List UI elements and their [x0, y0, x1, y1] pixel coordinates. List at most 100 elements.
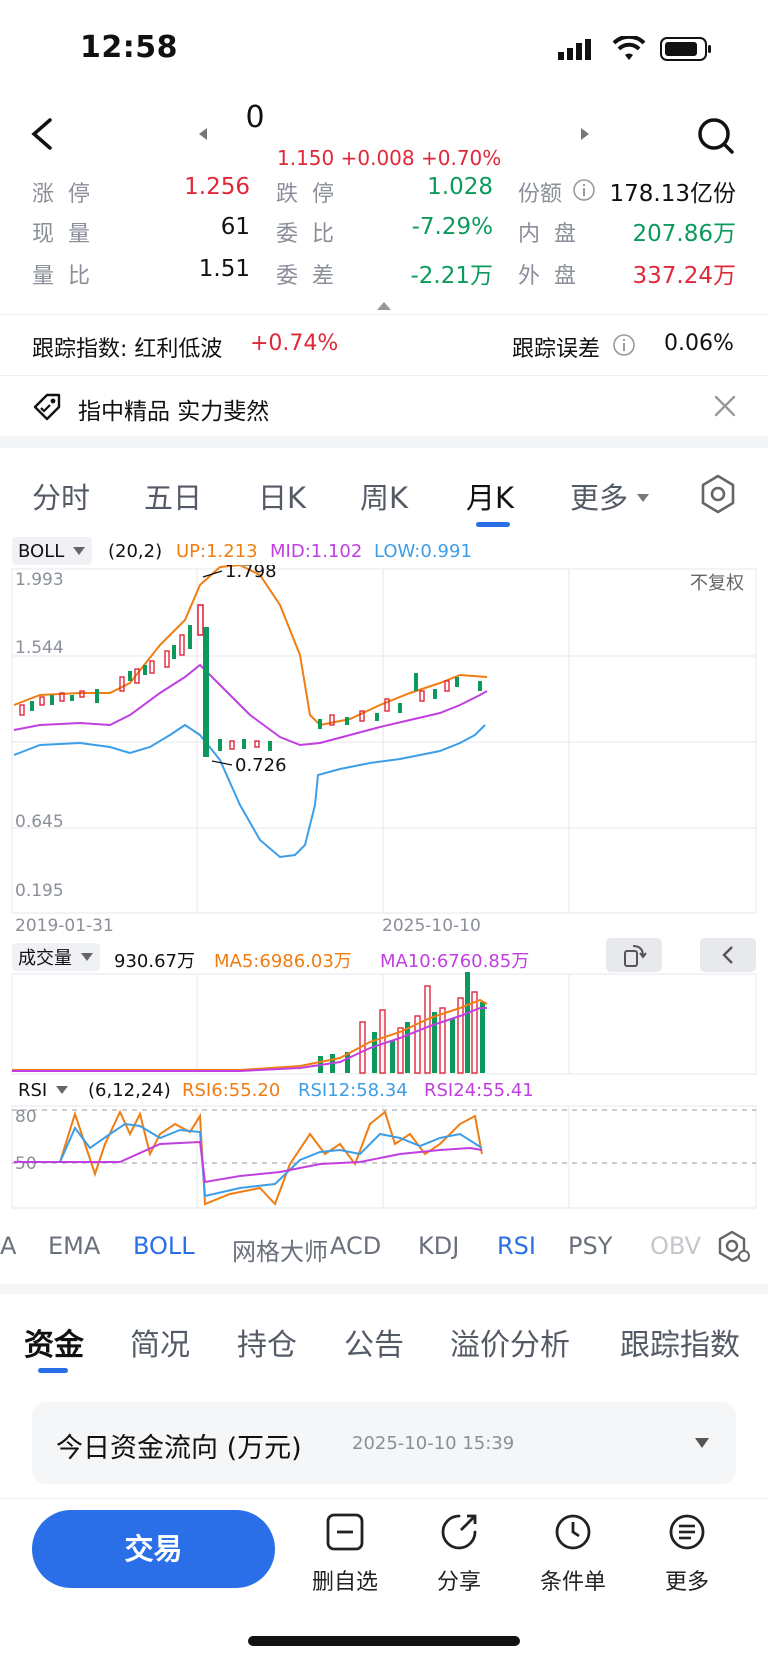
rotate-button[interactable] [606, 938, 662, 972]
subtab-active-indicator [38, 1368, 68, 1373]
boll-mid: MID:1.102 [270, 541, 363, 562]
info-icon[interactable] [572, 178, 596, 206]
fund-flow-title: 今日资金流向 (万元) [56, 1433, 302, 1464]
indicator-rsi[interactable]: RSI [497, 1232, 536, 1260]
dropdown-icon [56, 1086, 69, 1094]
trade-button[interactable]: 交易 [32, 1510, 275, 1588]
quote-value: 1.51 [198, 256, 250, 282]
remove-watchlist-label: 删自选 [311, 1570, 378, 1595]
y-tick: 0.645 [15, 812, 64, 832]
indicator-settings-icon[interactable] [716, 1230, 752, 1268]
collapse-panel-button[interactable] [700, 938, 756, 972]
dropdown-icon [636, 488, 650, 507]
boll-params: (20,2) [108, 541, 163, 562]
subtab-tracking[interactable]: 跟踪指数 [620, 1328, 740, 1363]
wifi-icon [612, 34, 646, 66]
tab-zhouk[interactable]: 周K [360, 481, 409, 515]
kline-chart[interactable]: 1.798 0.726 1.993 1.544 0.645 0.195 不复权 … [0, 565, 768, 935]
collapse-icon[interactable] [376, 296, 392, 315]
tab-rik[interactable]: 日K [258, 481, 307, 515]
search-icon[interactable] [696, 116, 736, 160]
indicator-psy[interactable]: PSY [568, 1232, 613, 1260]
conditional-order-label: 条件单 [539, 1570, 606, 1595]
volume-value: 930.67万 [114, 951, 195, 972]
low-label: 0.726 [235, 755, 287, 776]
quote-value: -7.29% [411, 214, 493, 240]
status-time: 12:58 [80, 30, 178, 65]
subtab-premium[interactable]: 溢价分析 [450, 1328, 570, 1363]
quote-label: 份额 [518, 182, 563, 207]
close-icon[interactable] [713, 394, 737, 422]
home-indicator[interactable] [248, 1636, 520, 1646]
quote-value: -2.21万 [410, 263, 493, 289]
section-gap [0, 436, 768, 448]
indicator-boll[interactable]: BOLL [133, 1232, 195, 1260]
y-tick: 0.195 [15, 881, 64, 901]
quote-value: 61 [220, 214, 250, 240]
back-icon[interactable] [28, 116, 56, 156]
remove-watchlist-button[interactable]: 删自选 [300, 1512, 390, 1596]
subtab-funds[interactable]: 资金 [24, 1328, 84, 1363]
rsi-6: RSI6:55.20 [182, 1080, 281, 1101]
boll-up: UP:1.213 [176, 541, 258, 562]
rsi-selector[interactable]: RSI [12, 1077, 75, 1103]
price-line: 1.150 +0.008 +0.70% [277, 146, 502, 170]
volume-selector[interactable]: 成交量 [12, 943, 100, 971]
menu-icon [669, 1514, 705, 1550]
rsi-24: RSI24:55.41 [424, 1080, 534, 1101]
indicator-obv[interactable]: OBV [650, 1232, 702, 1260]
x-end-label: 2025-10-10 [382, 916, 481, 935]
subtab-holdings[interactable]: 持仓 [237, 1328, 297, 1363]
tab-fenshi[interactable]: 分时 [32, 481, 91, 515]
dropdown-icon [695, 1438, 709, 1448]
minus-square-icon [326, 1513, 364, 1551]
volume-chart [11, 972, 757, 1075]
fund-flow-card[interactable]: 今日资金流向 (万元) 2025-10-10 15:39 [32, 1402, 736, 1484]
tracking-error-label: 跟踪误差 [512, 337, 601, 362]
banner-text[interactable]: 指中精品 实力斐然 [78, 399, 270, 425]
adjust-label[interactable]: 不复权 [690, 573, 744, 594]
rsi-tick: 80 [15, 1107, 37, 1127]
boll-name: BOLL [18, 540, 65, 562]
quote-value: 1.256 [184, 174, 250, 200]
settings-icon[interactable] [700, 474, 736, 518]
rsi-params: (6,12,24) [88, 1080, 171, 1101]
prev-stock-icon[interactable] [196, 126, 210, 146]
tag-icon [32, 392, 62, 426]
share-icon [441, 1514, 477, 1550]
indicator-grid[interactable]: 网格大师 [232, 1238, 328, 1266]
tracking-error-value: 0.06% [664, 331, 734, 356]
rsi-tick: 50 [15, 1154, 37, 1174]
quote-value: 337.24万 [632, 263, 736, 289]
indicator-kdj[interactable]: KDJ [418, 1232, 460, 1260]
more-button[interactable]: 更多 [642, 1512, 732, 1596]
stock-title: 0 [245, 100, 265, 135]
tracking-index-label: 跟踪指数: 红利低波 [32, 337, 223, 362]
x-start-label: 2019-01-31 [15, 916, 114, 935]
share-button[interactable]: 分享 [414, 1512, 504, 1596]
subtab-notices[interactable]: 公告 [344, 1328, 404, 1363]
rotate-icon [624, 945, 647, 967]
indicator-acd[interactable]: ACD [330, 1232, 382, 1260]
chevron-left-icon [722, 946, 733, 964]
dropdown-icon [81, 953, 93, 961]
volume-ma10: MA10:6760.85万 [380, 951, 530, 972]
quote-label: 量比 [32, 264, 105, 289]
boll-selector[interactable]: BOLL [12, 537, 93, 565]
quote-label: 现量 [32, 222, 105, 247]
dropdown-icon [73, 547, 86, 555]
tab-wuri[interactable]: 五日 [144, 481, 203, 515]
conditional-order-button[interactable]: 条件单 [528, 1512, 618, 1596]
indicator-a[interactable]: A [0, 1232, 17, 1260]
next-stock-icon[interactable] [578, 126, 592, 146]
tab-more[interactable]: 更多 [570, 481, 629, 515]
rsi-chart: 80 50 [11, 1105, 757, 1209]
info-icon[interactable] [612, 333, 636, 361]
high-label: 1.798 [225, 565, 277, 582]
tab-yuek[interactable]: 月K [466, 481, 515, 515]
signal-icon [556, 38, 596, 66]
subtab-overview[interactable]: 简况 [130, 1328, 190, 1363]
quote-label: 内盘 [518, 222, 591, 247]
indicator-ema[interactable]: EMA [48, 1232, 101, 1260]
rsi-12: RSI12:58.34 [298, 1080, 408, 1101]
